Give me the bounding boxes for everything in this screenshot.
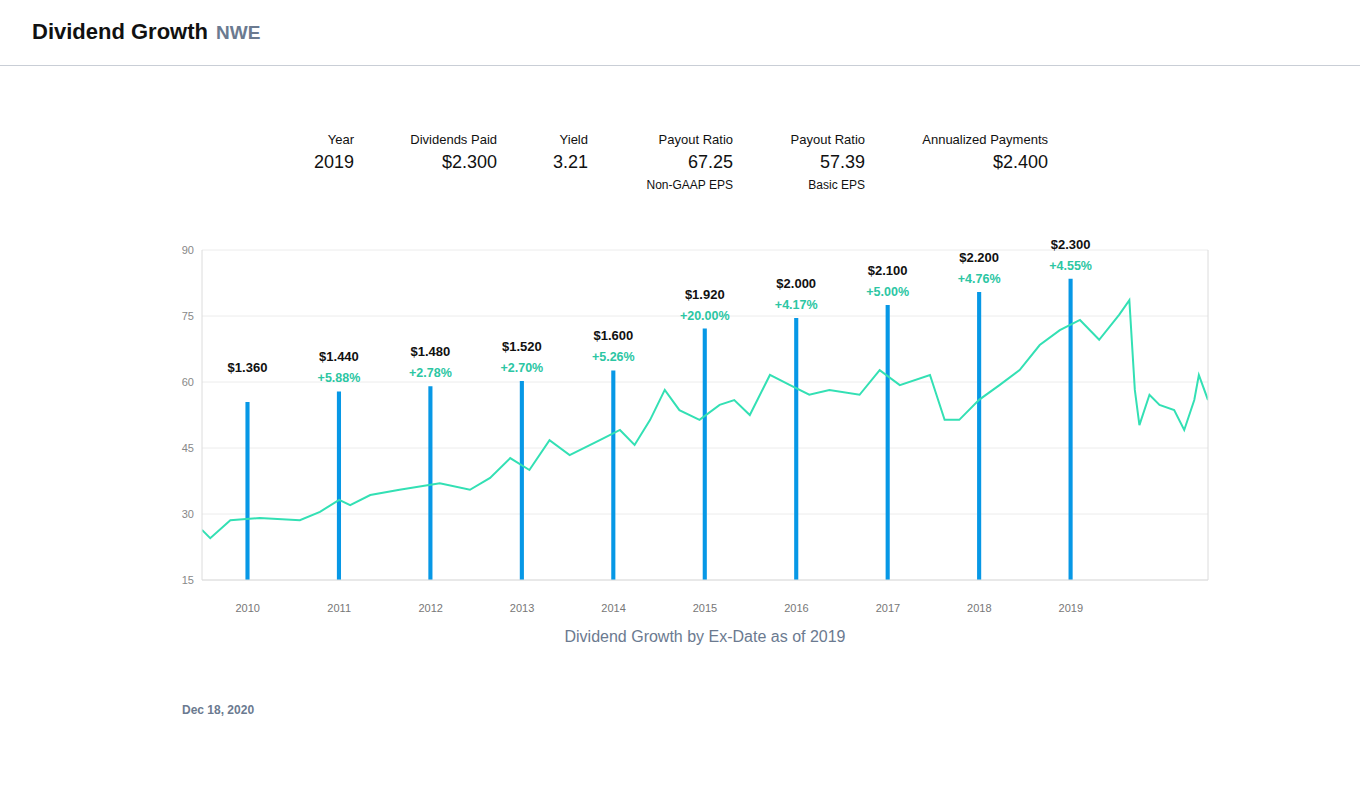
svg-text:15: 15: [182, 574, 194, 586]
svg-text:2017: 2017: [876, 602, 900, 614]
svg-text:+4.76%: +4.76%: [958, 272, 1001, 286]
svg-text:45: 45: [182, 442, 194, 454]
html-text:Payout Ratio: Payout Ratio: [790, 132, 865, 147]
svg-text:$2.300: $2.300: [1051, 237, 1091, 252]
svg-text:2013: 2013: [510, 602, 534, 614]
html-text:Basic EPS: Basic EPS: [808, 178, 865, 192]
svg-text:$2.100: $2.100: [868, 263, 908, 278]
html-text:Dividend Growth by Ex-Date as: Dividend Growth by Ex-Date as of 2019: [564, 628, 846, 645]
svg-text:+2.70%: +2.70%: [500, 361, 543, 375]
svg-text:90: 90: [182, 244, 194, 256]
svg-text:+5.00%: +5.00%: [866, 285, 909, 299]
svg-text:2015: 2015: [693, 602, 717, 614]
svg-text:$1.360: $1.360: [228, 360, 268, 375]
html-text:57.39: 57.39: [820, 152, 865, 172]
svg-text:$1.480: $1.480: [411, 344, 451, 359]
svg-text:$1.920: $1.920: [685, 287, 725, 302]
svg-text:+5.88%: +5.88%: [318, 371, 361, 385]
html-text:Non-GAAP EPS: Non-GAAP EPS: [646, 178, 733, 192]
html-text:Dividend Growth NWE: Dividend Growth NWE: [32, 19, 261, 44]
html-text:$2.300: $2.300: [441, 152, 497, 172]
svg-text:2016: 2016: [784, 602, 808, 614]
html-text:$2.400: $2.400: [992, 152, 1048, 172]
svg-text:2019: 2019: [1059, 602, 1083, 614]
svg-text:2012: 2012: [418, 602, 442, 614]
svg-text:2018: 2018: [967, 602, 991, 614]
svg-text:75: 75: [182, 310, 194, 322]
svg-text:$1.520: $1.520: [502, 339, 542, 354]
html-text:Annualized Payments: Annualized Payments: [922, 132, 1048, 147]
svg-text:2010: 2010: [235, 602, 259, 614]
html-text:67.25: 67.25: [688, 152, 733, 172]
svg-text:+4.55%: +4.55%: [1049, 259, 1092, 273]
html-text:Dec 18, 2020: Dec 18, 2020: [182, 703, 255, 717]
html-text:2019: 2019: [314, 152, 354, 172]
svg-text:30: 30: [182, 508, 194, 520]
svg-text:+4.17%: +4.17%: [775, 298, 818, 312]
svg-text:$2.000: $2.000: [776, 276, 816, 291]
svg-text:2011: 2011: [327, 602, 351, 614]
svg-text:+20.00%: +20.00%: [680, 309, 730, 323]
html-text:Payout Ratio: Payout Ratio: [658, 132, 733, 147]
svg-text:$2.200: $2.200: [959, 250, 999, 265]
html-text:Dividends Paid: Dividends Paid: [410, 132, 497, 147]
svg-text:60: 60: [182, 376, 194, 388]
svg-text:2014: 2014: [601, 602, 625, 614]
html-text:3.21: 3.21: [553, 152, 588, 172]
html-text:Year: Year: [327, 132, 354, 147]
html-text:Yield: Yield: [559, 132, 588, 147]
svg-text:+5.26%: +5.26%: [592, 350, 635, 364]
svg-text:$1.600: $1.600: [593, 328, 633, 343]
svg-text:$1.440: $1.440: [319, 349, 359, 364]
svg-text:+2.78%: +2.78%: [409, 366, 452, 380]
